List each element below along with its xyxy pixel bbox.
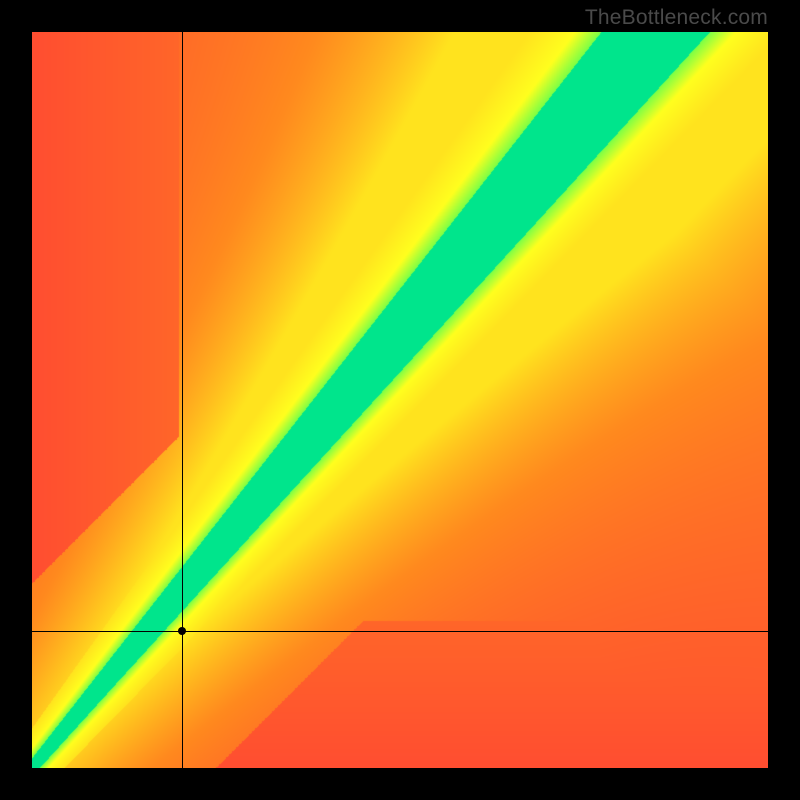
heatmap-canvas [32,32,768,768]
crosshair-horizontal [32,631,768,632]
crosshair-point [178,627,186,635]
plot-frame [32,32,768,768]
watermark-text: TheBottleneck.com [585,6,768,30]
crosshair-vertical [182,32,183,768]
